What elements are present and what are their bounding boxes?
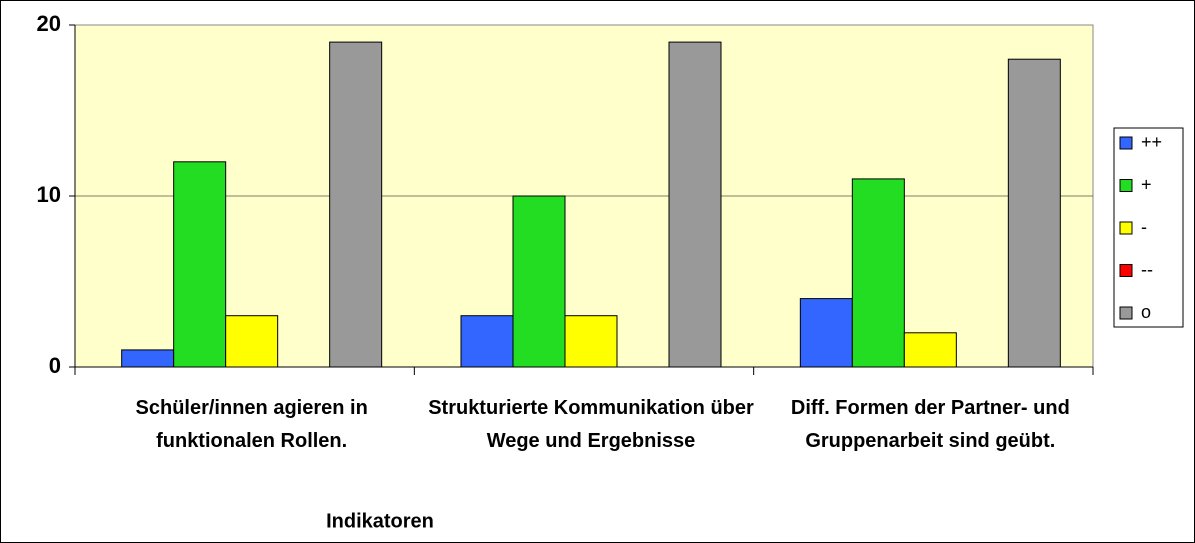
legend-label: -- [1141, 259, 1153, 279]
legend-swatch [1119, 179, 1133, 192]
x-tick-label: Diff. Formen der Partner- und Gruppenarb… [790, 397, 1070, 452]
bar [903, 332, 957, 368]
bar [799, 298, 853, 368]
bar [225, 315, 279, 368]
legend-label: o [1141, 302, 1151, 322]
legend-swatch [1119, 264, 1133, 277]
bar [329, 41, 383, 368]
legend-swatch [1119, 306, 1133, 320]
legend-label: + [1141, 174, 1152, 194]
x-axis-label: Indikatoren [326, 510, 434, 532]
bar [121, 349, 175, 368]
legend-label: - [1141, 217, 1147, 237]
bar [512, 195, 566, 368]
y-tick-label: 0 [49, 353, 61, 378]
bar [1007, 58, 1061, 368]
y-tick-label: 10 [37, 182, 61, 207]
bar [851, 178, 905, 368]
bar [460, 315, 514, 368]
y-tick-label: 20 [37, 11, 61, 36]
bar [564, 315, 618, 368]
x-tick-label: Strukturierte Kommunikation über Wege un… [428, 397, 754, 452]
bar [668, 41, 722, 368]
bar [173, 161, 227, 368]
legend-label: ++ [1141, 132, 1162, 152]
legend-swatch [1119, 136, 1133, 150]
legend-swatch [1119, 221, 1133, 235]
x-tick-label: Schüler/innen agieren in funktionalen Ro… [135, 397, 368, 452]
